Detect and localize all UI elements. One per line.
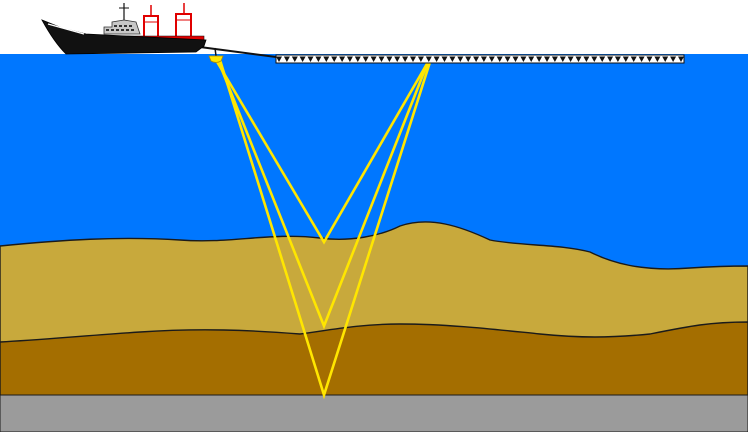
hydrophone-receiver-icon bbox=[662, 56, 669, 62]
ray-seabed-reflection bbox=[214, 59, 430, 245]
hydrophone-receiver-icon bbox=[386, 56, 393, 62]
hydrophone-receiver-icon bbox=[433, 56, 440, 62]
hydrophone-receivers bbox=[276, 56, 684, 62]
streamer-cable bbox=[199, 46, 685, 64]
hydrophone-receiver-icon bbox=[678, 56, 684, 62]
hydrophone-receiver-icon bbox=[354, 56, 361, 62]
tow-cable bbox=[199, 46, 277, 58]
hydrophone-receiver-icon bbox=[622, 56, 629, 62]
hydrophone-receiver-icon bbox=[607, 56, 614, 62]
hydrophone-receiver-icon bbox=[480, 56, 487, 62]
hydrophone-receiver-icon bbox=[473, 56, 480, 62]
hydrophone-receiver-icon bbox=[291, 56, 298, 62]
survey-ship-icon bbox=[41, 3, 207, 55]
hydrophone-receiver-icon bbox=[323, 56, 330, 62]
ship-hull bbox=[41, 19, 207, 55]
hydrophone-receiver-icon bbox=[567, 56, 574, 62]
hydrophone-receiver-icon bbox=[449, 56, 456, 62]
hydrophone-receiver-icon bbox=[654, 56, 661, 62]
hydrophone-receiver-icon bbox=[512, 56, 519, 62]
hydrophone-receiver-icon bbox=[378, 56, 385, 62]
hydrophone-receiver-icon bbox=[307, 56, 314, 62]
hydrophone-receiver-icon bbox=[544, 56, 550, 62]
hydrophone-receiver-icon bbox=[630, 56, 637, 62]
hydrophone-receiver-icon bbox=[283, 56, 290, 62]
hydrophone-receiver-icon bbox=[346, 56, 353, 62]
ray-bedrock-reflection bbox=[218, 59, 432, 400]
hydrophone-receiver-icon bbox=[370, 56, 377, 62]
hydrophone-receiver-icon bbox=[315, 56, 322, 62]
hydrophone-receiver-icon bbox=[410, 56, 416, 62]
airgun-source-icon bbox=[208, 47, 224, 63]
hydrophone-receiver-icon bbox=[339, 56, 346, 62]
hydrophone-receiver-icon bbox=[362, 56, 369, 62]
hydrophone-receiver-icon bbox=[402, 56, 409, 62]
hydrophone-receiver-icon bbox=[599, 56, 606, 62]
hydrophone-receiver-icon bbox=[425, 56, 432, 62]
hydrophone-receiver-icon bbox=[638, 56, 645, 62]
bedrock-layer bbox=[0, 394, 748, 432]
hydrophone-receiver-icon bbox=[457, 56, 464, 62]
hydrophone-receiver-icon bbox=[299, 56, 306, 62]
ray-upper-boundary-reflection bbox=[216, 59, 430, 330]
hydrophone-receiver-icon bbox=[276, 56, 282, 62]
hydrophone-receiver-icon bbox=[575, 56, 582, 62]
hydrophone-receiver-icon bbox=[504, 56, 511, 62]
streamer-body bbox=[275, 54, 685, 64]
hydrophone-receiver-icon bbox=[528, 56, 535, 62]
hydrophone-receiver-icon bbox=[331, 56, 338, 62]
hydrophone-receiver-icon bbox=[551, 56, 558, 62]
hydrophone-receiver-icon bbox=[559, 56, 566, 62]
hydrophone-receiver-icon bbox=[670, 56, 677, 62]
hydrophone-receiver-icon bbox=[488, 56, 495, 62]
hydrophone-receiver-icon bbox=[591, 56, 598, 62]
hydrophone-receiver-icon bbox=[417, 56, 424, 62]
hydrophone-receiver-icon bbox=[520, 56, 527, 62]
hydrophone-receiver-icon bbox=[394, 56, 401, 62]
hydrophone-receiver-icon bbox=[646, 56, 653, 62]
hydrophone-receiver-icon bbox=[465, 56, 472, 62]
hydrophone-receiver-icon bbox=[583, 56, 590, 62]
hydrophone-receiver-icon bbox=[614, 56, 621, 62]
hydrophone-receiver-icon bbox=[441, 56, 448, 62]
hydrophone-receiver-icon bbox=[536, 56, 543, 62]
seismic-ray-paths bbox=[214, 59, 432, 400]
hydrophone-receiver-icon bbox=[496, 56, 503, 62]
